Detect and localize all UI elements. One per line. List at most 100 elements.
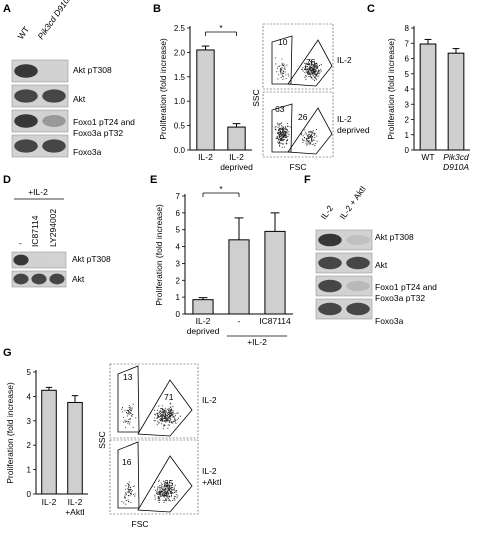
flow-b-top-event-39 — [281, 64, 284, 66]
flow-g-top-event-152 — [170, 415, 172, 417]
flow-g-top-event-83 — [164, 424, 166, 426]
flow-g-bottom-event-50 — [125, 485, 127, 487]
y-axis-label-e: Proliferation (fold increase) — [154, 204, 164, 306]
flow-b-top-event-234 — [301, 68, 303, 70]
panel-f-blot: IL-2 IL-2 + AktI Akt pT308 Akt Foxo1 pT2… — [315, 184, 437, 326]
flow-g-bottom-event-280 — [154, 496, 156, 498]
category-label-b-0: IL-2 — [198, 152, 213, 162]
flow-b-bottom-event-48 — [286, 130, 288, 132]
flow-b-bottom-event-279 — [313, 139, 315, 141]
flow-g-top-event-231 — [164, 420, 166, 422]
flow-g-top-event-199 — [162, 416, 164, 418]
flow-g-top-event-284 — [168, 420, 170, 422]
flow-g-top-event-42 — [127, 410, 129, 413]
flow-g-top-event-13 — [132, 426, 134, 428]
flow-b-top-event-121 — [312, 78, 314, 80]
flow-g-top-event-244 — [165, 410, 167, 412]
flow-b-bottom-event-95 — [282, 129, 284, 131]
flow-g-top-event-268 — [171, 414, 173, 416]
flow-b-top-event-215 — [307, 64, 310, 66]
flow-g-top-event-232 — [161, 415, 163, 417]
flow-b-top-event-236 — [310, 61, 312, 63]
flow-condition-b-bottom: IL-2 deprived — [337, 114, 370, 135]
bar-g-1 — [67, 402, 83, 495]
blot-d-band-1-0 — [13, 273, 29, 285]
flow-b-bottom-event-247 — [307, 139, 309, 141]
flow-b-bottom-event-198 — [285, 126, 287, 128]
gate-value-g-bottom-left: 16 — [122, 457, 132, 467]
flow-g-top-event-46 — [127, 422, 129, 424]
flow-g-bottom-event-27 — [134, 493, 136, 495]
flow-b-bottom-event-131 — [286, 140, 288, 142]
flow-b-bottom-event-213 — [313, 134, 315, 136]
flow-b-bottom-event-207 — [303, 140, 305, 142]
flow-b-bottom-event-191 — [284, 135, 286, 137]
flow-b-bottom-event-265 — [304, 136, 306, 139]
flow-g-bottom-event-238 — [166, 491, 168, 493]
y-axis-label-b: Proliferation (fold increase) — [158, 38, 168, 140]
flow-b-top-event-14 — [276, 67, 278, 69]
flow-b-top-event-35 — [274, 57, 276, 59]
flow-b-bottom-event-71 — [278, 122, 280, 125]
flow-g-bottom-event-22 — [130, 488, 132, 491]
flow-b-top-event-4 — [285, 77, 287, 79]
y-tick-label-g-5: 5 — [27, 368, 32, 377]
flow-g-bottom-event-84 — [172, 499, 174, 501]
flow-b-bottom-event-130 — [280, 131, 282, 133]
flow-condition-b-bottom-line2: deprived — [337, 125, 370, 135]
flow-g-top-event-130 — [165, 409, 167, 411]
flow-g-top-event-26 — [130, 413, 132, 415]
flow-b-bottom-event-220 — [309, 133, 311, 135]
category-label-e-0: IL-2 deprived — [187, 316, 220, 336]
flow-b-top-event-165 — [319, 71, 321, 73]
flow-b-bottom-event-33 — [278, 140, 280, 142]
flow-g-bottom-event-38 — [125, 500, 127, 502]
flow-b-bottom-event-30 — [285, 133, 287, 136]
bar-b-1 — [227, 126, 246, 151]
flow-b-bottom-event-177 — [289, 126, 291, 128]
y-tick-label-e-4: 4 — [176, 243, 181, 252]
flow-g-top-event-221 — [167, 416, 169, 418]
flow-b-top-event-181 — [308, 60, 311, 62]
panel-c-chart: 0 1 2 3 4 5 6 7 8 Proliferation (fold increase) WT… — [386, 24, 470, 172]
flow-b-top-event-36 — [282, 64, 284, 66]
flow-b-bottom-event-197 — [281, 132, 283, 134]
category-label-line-e-1-0: - — [238, 316, 241, 326]
y-tick-label-c-1: 1 — [405, 131, 410, 140]
flow-b-top-event-22 — [281, 67, 283, 69]
category-label-line-g-0-0: IL-2 — [42, 497, 57, 507]
flow-g-top-event-234 — [163, 409, 165, 411]
flow-g-bottom-event-276 — [160, 492, 162, 494]
flow-b-bottom-event-262 — [314, 133, 316, 135]
flow-b-top-event-159 — [309, 61, 312, 63]
flow-b-top-event-243 — [306, 69, 308, 71]
flow-g-bottom-event-253 — [158, 493, 160, 495]
flow-g-top-event-196 — [167, 409, 169, 411]
flow-b-bottom-event-146 — [278, 135, 280, 137]
flow-b-top-event-204 — [311, 67, 314, 69]
flow-g-bottom-event-227 — [163, 494, 166, 496]
lane-label-ly294002: LY294002 — [48, 209, 58, 247]
flow-b-bottom-event-158 — [274, 128, 276, 130]
flow-b-bottom-event-199 — [281, 131, 283, 133]
flow-g-bottom-event-190 — [166, 496, 168, 499]
flow-g-top-event-279 — [172, 410, 174, 412]
flow-g-bottom-event-20 — [128, 490, 130, 492]
flow-b-bottom-event-275 — [311, 130, 313, 133]
flow-g-bottom-event-181 — [162, 499, 164, 501]
flow-b-top-event-103 — [302, 66, 304, 69]
gate-value-b-bottom-right: 26 — [298, 112, 308, 122]
flow-b-bottom-event-239 — [308, 142, 310, 144]
flow-g-bottom-event-14 — [127, 499, 129, 501]
flow-g-bottom-event-51 — [128, 491, 130, 493]
flow-g-top-event-265 — [176, 412, 178, 414]
lane-label-f-il2-akti: IL-2 + AktI — [337, 184, 367, 221]
flow-g-bottom-event-282 — [168, 484, 170, 486]
flow-g-bottom-event-175 — [165, 500, 167, 502]
y-tick-label-c-8: 8 — [405, 24, 410, 33]
flow-b-bottom-event-196 — [280, 132, 282, 134]
flow-g-bottom-event-259 — [174, 488, 176, 490]
panel-e-chart: 0 1 2 3 4 5 6 7 Proliferation (fold increase) IL-… — [154, 184, 293, 347]
flow-b-bottom-event-164 — [284, 138, 286, 141]
